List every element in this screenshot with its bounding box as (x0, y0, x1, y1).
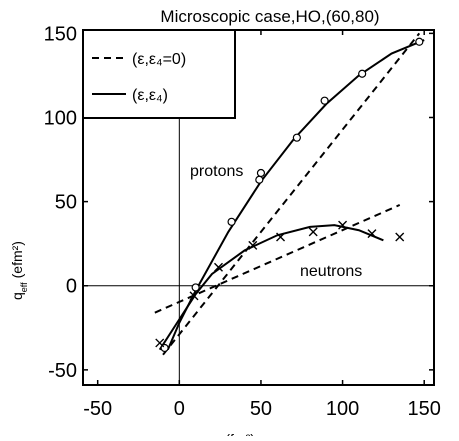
point (338, 220, 348, 230)
annotation: protons (190, 163, 243, 180)
chart-title: Microscopic case,HO,(60,80) (160, 7, 379, 26)
fit-line (154, 204, 401, 314)
y-axis-label-sub: eff (19, 282, 29, 292)
point (248, 240, 258, 250)
x-axis-label-unit: (fm²) (225, 431, 255, 436)
y-tick-label: 0 (66, 276, 77, 298)
x-tick-label: 150 (408, 398, 441, 420)
point (256, 168, 266, 178)
x-tick-label: 50 (250, 398, 272, 420)
point (189, 291, 199, 301)
point (395, 232, 405, 242)
fit-line (158, 224, 384, 351)
legend-label: (ε,ε₄=0) (132, 51, 186, 68)
legend-box (82, 29, 236, 119)
point (308, 227, 318, 237)
x-tick-label: 0 (174, 398, 185, 420)
point (367, 229, 377, 239)
point (358, 69, 367, 78)
point (415, 37, 424, 46)
x-axis-label: qc(fm²) (209, 431, 255, 436)
y-tick-label: 50 (55, 192, 77, 214)
y-tick-label: -50 (48, 360, 77, 382)
point (155, 338, 165, 348)
point (292, 133, 301, 142)
y-tick-label: 150 (44, 23, 77, 45)
y-axis-label-base: q (9, 292, 25, 300)
x-tick-label: -50 (83, 398, 112, 420)
point (276, 232, 286, 242)
x-tick-label: 100 (326, 398, 359, 420)
x-axis-label-base: q (209, 431, 217, 436)
y-axis-label-unit: (efm²) (9, 241, 25, 278)
frame (82, 29, 435, 386)
point (214, 262, 223, 272)
y-axis-label: qeff (efm²) (9, 241, 29, 300)
legend-label: (ε,ε₄) (132, 87, 168, 104)
annotation: neutrons (300, 263, 362, 280)
point (255, 175, 264, 184)
point (227, 217, 236, 226)
plot (154, 32, 425, 356)
fit-line (162, 32, 421, 356)
point (320, 96, 329, 105)
y-tick-label: 100 (44, 107, 77, 129)
point (191, 283, 200, 292)
